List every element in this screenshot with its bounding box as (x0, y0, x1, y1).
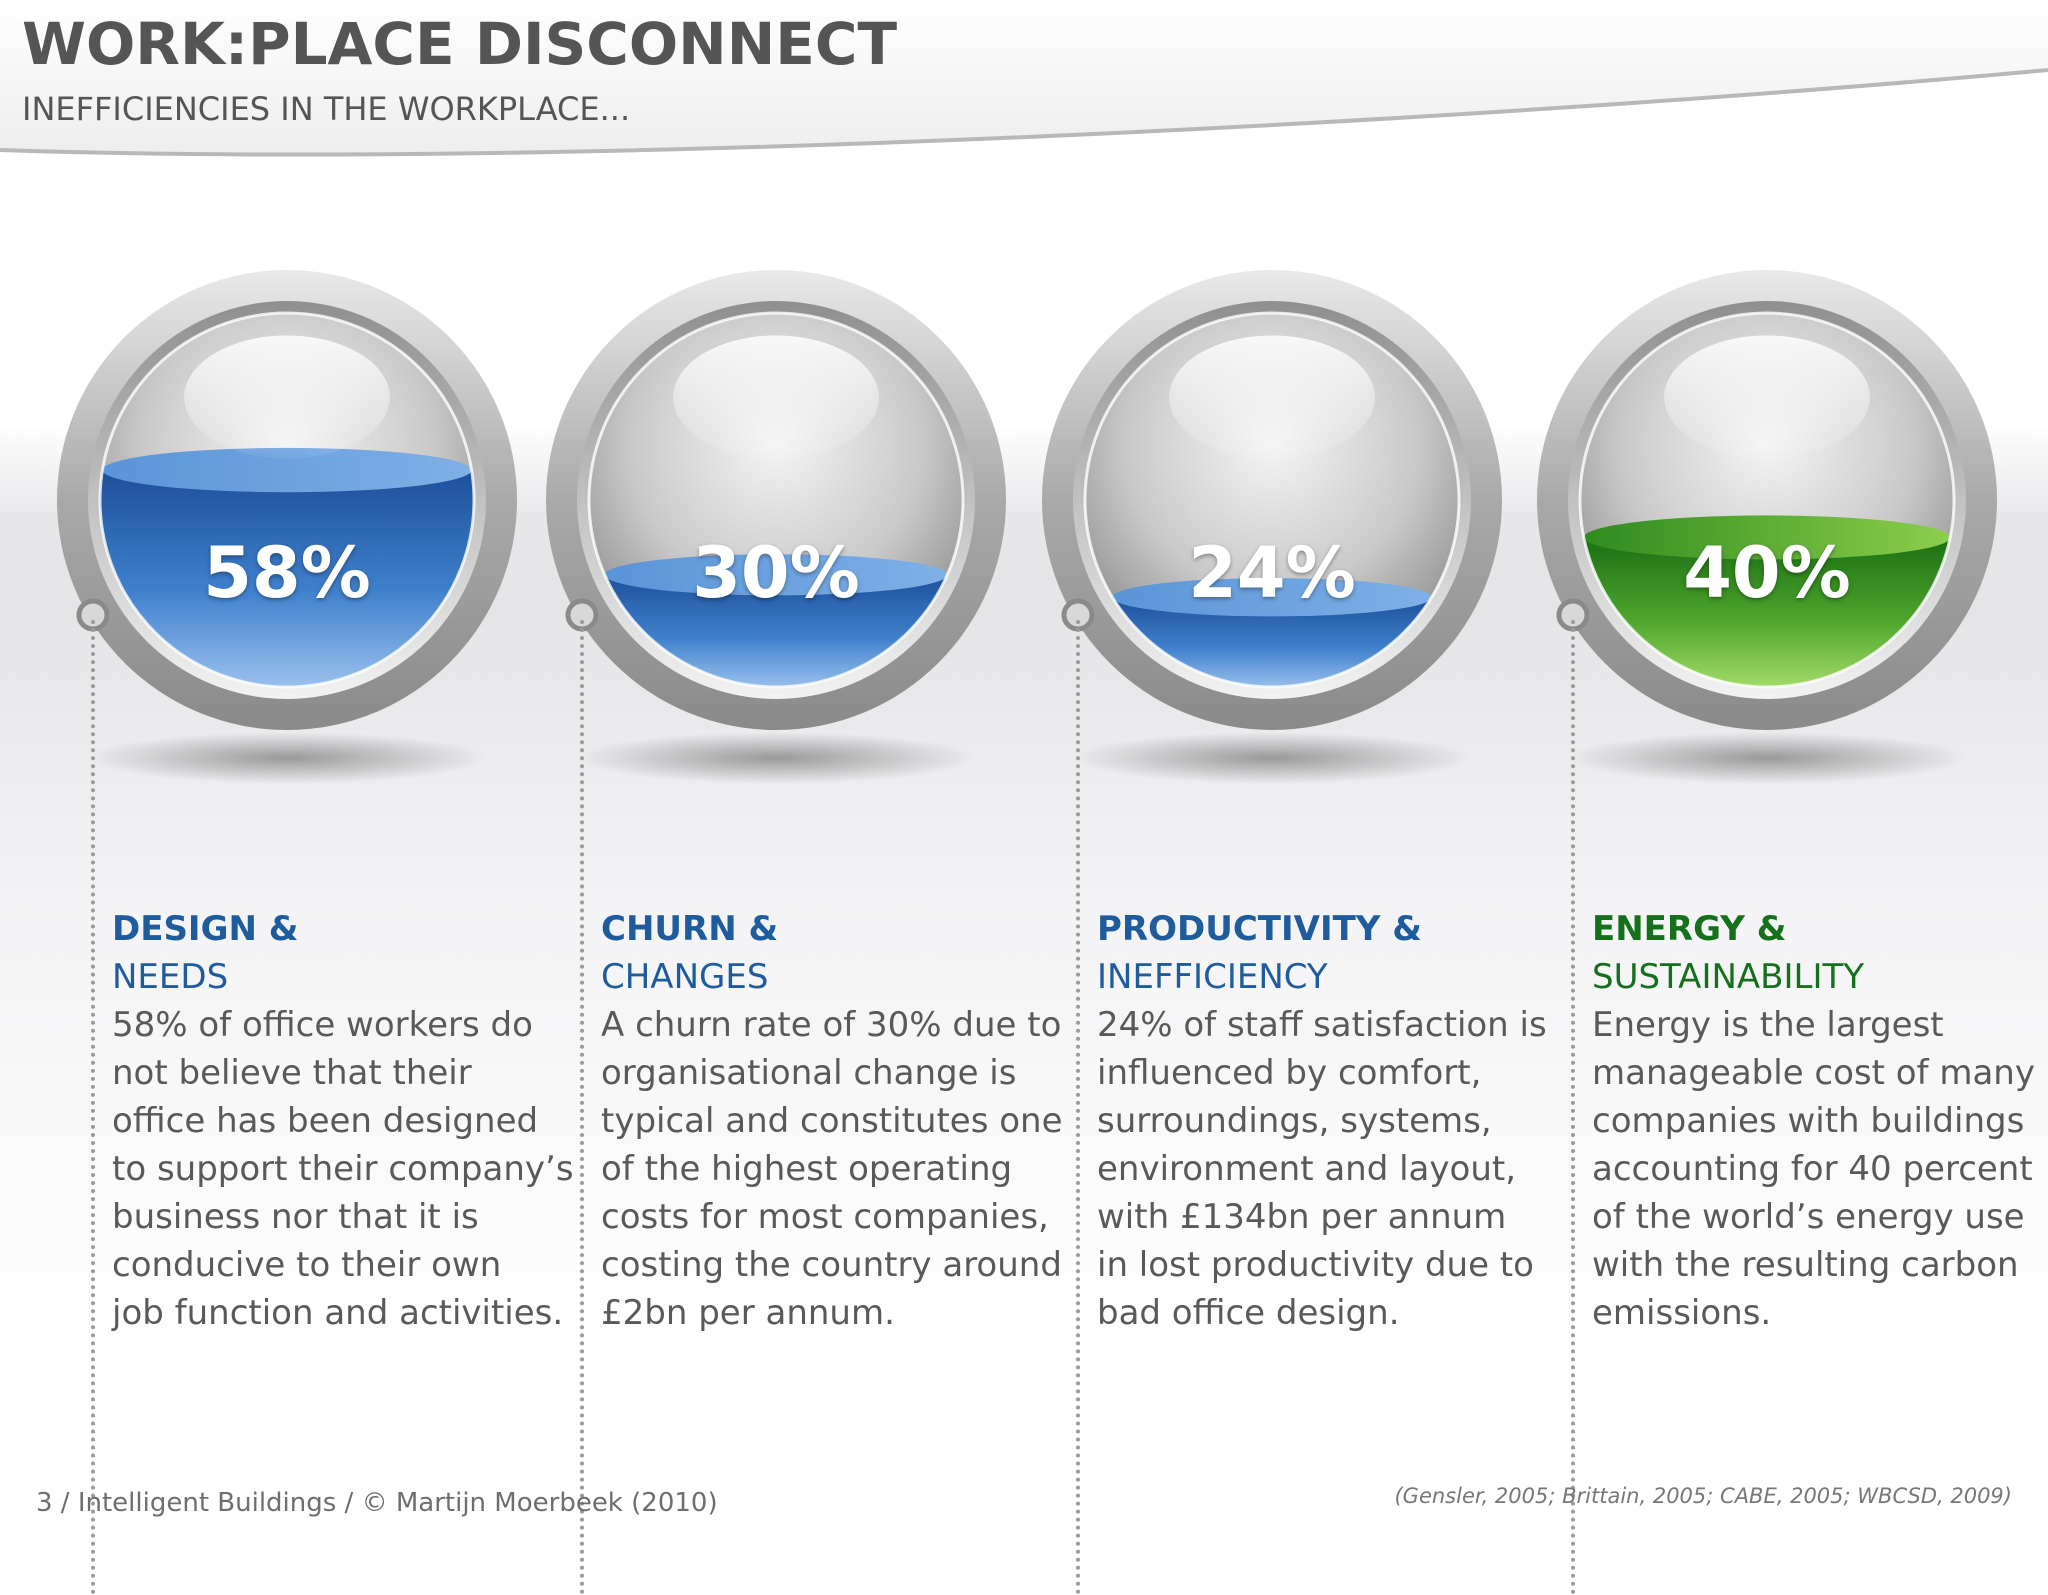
description-line: £2bn per annum. (601, 1293, 895, 1333)
gauge-percentage: 24% (1188, 532, 1356, 614)
footer-sources: (Gensler, 2005; Brittain, 2005; CABE, 20… (1394, 1484, 2012, 1508)
sphere-highlight (1664, 335, 1870, 459)
metric-churn-changes: 30% CHURN & CHANGES A churn rate of 30% … (546, 270, 1063, 1595)
metric-subheading: INEFFICIENCY (1097, 957, 1328, 997)
metric-heading: DESIGN & (112, 909, 299, 949)
description-line: to support their company’s (112, 1149, 574, 1189)
description-line: typical and constitutes one (601, 1101, 1063, 1141)
metric-productivity-inefficiency: 24% PRODUCTIVITY & INEFFICIENCY 24% of s… (1042, 270, 1547, 1595)
description-line: with the resulting carbon (1592, 1245, 2019, 1285)
dotted-connector (580, 620, 584, 1595)
sphere-rim (98, 311, 476, 689)
description-line: of the world’s energy use (1592, 1197, 2025, 1237)
metric-subheading: NEEDS (112, 957, 229, 997)
description-line: office has been designed (112, 1101, 539, 1141)
sphere-highlight (184, 335, 390, 459)
sphere-rim (1083, 311, 1461, 689)
description-line: 58% of office workers do (112, 1005, 533, 1045)
description-line: with £134bn per annum (1097, 1197, 1507, 1237)
description-line: surroundings, systems, (1097, 1101, 1492, 1141)
gauge-sphere (1042, 270, 1502, 784)
gauge-sphere (57, 270, 517, 784)
footer-credit: 3 / Intelligent Buildings / © Martijn Mo… (36, 1488, 718, 1518)
sphere-rim (1578, 311, 1956, 689)
description-line: bad office design. (1097, 1293, 1400, 1333)
liquid-surface (102, 447, 472, 493)
metric-heading: CHURN & (601, 909, 779, 949)
sphere-highlight (673, 335, 879, 459)
description-line: conducive to their own (112, 1245, 502, 1285)
description-line: 24% of staff satisfaction is (1097, 1005, 1547, 1045)
description-line: in lost productivity due to (1097, 1245, 1534, 1285)
metric-heading: PRODUCTIVITY & (1097, 909, 1422, 949)
metric-text: PRODUCTIVITY & INEFFICIENCY 24% of staff… (1097, 905, 1547, 1337)
sphere-shadow (87, 732, 487, 784)
description-line: environment and layout, (1097, 1149, 1517, 1189)
description-line: business nor that it is (112, 1197, 479, 1237)
gauge-sphere (546, 270, 1006, 784)
metric-heading: ENERGY & (1592, 909, 1787, 949)
description-line: costing the country around (601, 1245, 1062, 1285)
description-line: manageable cost of many (1592, 1053, 2035, 1093)
page-subtitle: INEFFICIENCIES IN THE WORKPLACE... (22, 90, 631, 128)
page-title: WORK:PLACE DISCONNECT (22, 10, 898, 78)
metric-text: DESIGN & NEEDS 58% of office workers do … (112, 905, 574, 1337)
liquid-surface (1112, 578, 1432, 617)
description-line: of the highest operating (601, 1149, 1013, 1189)
liquid-surface (604, 554, 948, 596)
description-line: job function and activities. (112, 1293, 564, 1333)
metric-energy-sustainability: 40% ENERGY & SUSTAINABILITY Energy is th… (1537, 270, 2035, 1595)
sphere-highlight (1169, 335, 1375, 459)
sphere-shadow (1072, 732, 1472, 784)
description-line: costs for most companies, (601, 1197, 1049, 1237)
metric-text: ENERGY & SUSTAINABILITY Energy is the la… (1592, 905, 2035, 1337)
description-line: emissions. (1592, 1293, 1772, 1333)
sphere-shadow (576, 732, 976, 784)
description-line: not believe that their (112, 1053, 472, 1093)
description-line: Energy is the largest (1592, 1005, 1944, 1045)
gauge-sphere (1537, 270, 1997, 784)
gauge-percentage: 40% (1683, 532, 1851, 614)
header-band: WORK:PLACE DISCONNECT INEFFICIENCIES IN … (0, 0, 2048, 180)
liquid-surface (1583, 515, 1951, 560)
description-line: A churn rate of 30% due to (601, 1005, 1062, 1045)
description-line: companies with buildings (1592, 1101, 2025, 1141)
metric-subheading: SUSTAINABILITY (1592, 957, 1865, 997)
gauge-percentage: 58% (203, 532, 371, 614)
sphere-shadow (1567, 732, 1967, 784)
description-line: accounting for 40 percent (1592, 1149, 2033, 1189)
metric-design-needs: 58% DESIGN & NEEDS 58% of office workers… (57, 270, 574, 1595)
gauge-percentage: 30% (692, 532, 860, 614)
metric-subheading: CHANGES (601, 957, 769, 997)
dotted-connector (1571, 620, 1575, 1595)
header-curve (0, 68, 2048, 180)
metric-text: CHURN & CHANGES A churn rate of 30% due … (601, 905, 1063, 1337)
description-line: influenced by comfort, (1097, 1053, 1482, 1093)
dotted-connector (1076, 620, 1080, 1595)
dotted-connector (91, 620, 95, 1595)
description-line: organisational change is (601, 1053, 1017, 1093)
sphere-rim (587, 311, 965, 689)
